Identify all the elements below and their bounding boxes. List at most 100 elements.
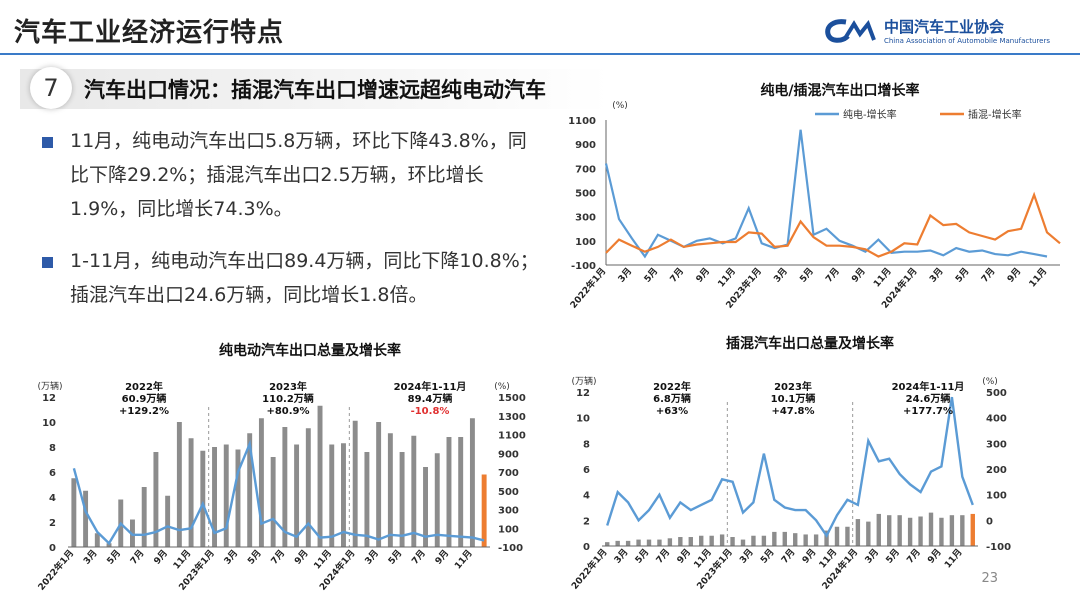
x-tick-label: 5月: [798, 266, 816, 285]
bar: [317, 405, 323, 547]
growth-rate-line: [606, 396, 974, 539]
chart-title: 插混汽车出口总量及增长率: [726, 335, 894, 352]
x-tick-label: 9月: [675, 547, 693, 566]
y-tick-label: 1100: [568, 116, 596, 127]
x-tick-label: 5月: [386, 548, 404, 567]
bar: [970, 513, 975, 546]
y-left-tick-label: 10: [576, 414, 590, 425]
caam-logo: 中国汽车工业协会 China Association of Automobile…: [824, 16, 1050, 45]
y-right-tick-label: -100: [986, 542, 1011, 553]
bev-export-chart: 纯电动汽车出口总量及增长率 (万辆) (%) 0 2 4 6 8 10 12 -100 100 300 5…: [35, 342, 526, 593]
y-tick-label: 100: [575, 237, 596, 248]
bar: [699, 535, 704, 546]
bar: [270, 457, 276, 547]
y-right-tick-label: 100: [986, 491, 1007, 502]
annotation-text: 24.6万辆: [906, 392, 951, 405]
bar: [469, 418, 475, 547]
bar: [188, 438, 194, 547]
x-tick-label: 11月: [1027, 266, 1049, 290]
y-right-tick-label: 100: [498, 524, 519, 535]
x-tick-label: 11月: [312, 548, 334, 572]
bar: [399, 452, 405, 547]
series-line-phev: [605, 191, 1061, 258]
bullet-item: 11月，纯电动汽车出口5.8万辆，环比下降43.8%，同比下降29.2%；插混汽…: [42, 124, 542, 226]
bar: [761, 535, 767, 546]
bar: [939, 517, 944, 546]
x-tick-label: 3月: [81, 548, 99, 567]
x-tick-label: 3月: [772, 266, 790, 285]
y-left-tick-label: 4: [583, 491, 590, 502]
y-right-tick-label: 700: [498, 468, 519, 479]
x-tick-label: 11月: [716, 266, 738, 290]
bar: [834, 526, 840, 546]
x-tick-label: 7月: [654, 547, 672, 566]
x-tick-label: 5月: [642, 266, 660, 285]
annotation-text: 6.8万辆: [653, 392, 691, 405]
legend-label: 纯电-增长率: [843, 108, 897, 121]
x-tick-label: 7月: [128, 548, 146, 567]
bar: [94, 533, 100, 547]
bar: [605, 542, 610, 546]
x-tick-label: 9月: [152, 548, 170, 567]
y-right-tick-label: 500: [498, 487, 519, 498]
bar: [793, 533, 798, 546]
y-left-tick-label: 12: [42, 393, 56, 404]
chart-title: 纯电动汽车出口总量及增长率: [219, 342, 401, 359]
x-tick-label: 5月: [758, 547, 776, 566]
y-left-tick-label: 4: [49, 493, 56, 504]
x-tick-label: 7月: [824, 266, 842, 285]
bar: [824, 530, 829, 546]
annotation-text: 89.4万辆: [408, 392, 453, 405]
bar: [305, 428, 311, 547]
y-right-tick-label: 300: [986, 439, 1007, 450]
bar: [949, 515, 955, 546]
bullet-text: 11月，纯电动汽车出口5.8万辆，环比下降43.8%，同比下降29.2%；插混汽…: [70, 130, 527, 220]
bar: [83, 490, 89, 547]
bar: [458, 437, 464, 547]
x-tick-label: 9月: [1005, 266, 1023, 285]
bar: [423, 467, 428, 547]
x-tick-label: 9月: [694, 266, 712, 285]
x-tick-label: 9月: [926, 547, 944, 566]
bar: [845, 526, 850, 546]
series-line-bev: [604, 129, 1048, 259]
y-left-tick-label: 8: [49, 443, 56, 454]
x-tick-label: 3月: [612, 547, 630, 566]
y-left-tick-label: 0: [49, 543, 56, 554]
x-tick-label: 7月: [779, 547, 797, 566]
x-tick-label: 3月: [616, 266, 634, 285]
y-right-tick-label: 500: [986, 388, 1007, 399]
bar: [678, 537, 683, 546]
annotation-text: +129.2%: [119, 406, 169, 417]
bar: [481, 474, 487, 547]
x-tick-label: 5月: [633, 547, 651, 566]
x-tick-label: 11月: [452, 548, 474, 572]
section-banner: [20, 69, 610, 109]
legend-label: 插混-增长率: [968, 108, 1022, 121]
x-tick-label: 3月: [927, 266, 945, 285]
y-left-tick-label: 6: [583, 465, 590, 476]
chart-title: 纯电/插混汽车出口增长率: [760, 82, 919, 99]
bar: [918, 516, 923, 546]
bar: [772, 531, 777, 546]
y-left-tick-label: 2: [49, 518, 56, 529]
bar: [719, 534, 725, 546]
y-right-tick-label: 0: [986, 516, 993, 527]
bar: [855, 519, 861, 546]
x-tick-label: 9月: [849, 266, 867, 285]
bar: [212, 447, 217, 547]
bar: [897, 515, 902, 546]
page-title: 汽车工业经济运行特点: [14, 18, 285, 48]
bar: [803, 534, 808, 546]
bar: [434, 453, 440, 547]
bar: [646, 539, 652, 546]
bar: [71, 478, 77, 547]
x-tick-label: 9月: [433, 548, 451, 567]
bar: [960, 515, 965, 546]
y-axis-right-label: (%): [494, 382, 510, 392]
y-tick-label: 900: [575, 140, 596, 151]
bar: [341, 443, 346, 547]
y-right-tick-label: 900: [498, 449, 519, 460]
x-tick-label: 3月: [363, 548, 381, 567]
bullet-square-icon: [42, 257, 53, 268]
